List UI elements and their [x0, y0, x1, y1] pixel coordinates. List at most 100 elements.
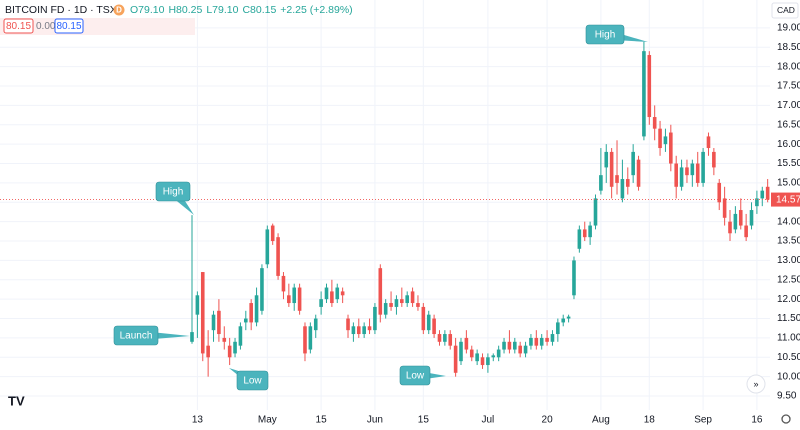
candle-body — [738, 210, 743, 226]
candle-body — [513, 341, 517, 350]
x-tick-label: 15 — [316, 415, 328, 426]
candle-body — [518, 345, 522, 354]
candle-body — [200, 272, 205, 354]
candle-body — [265, 229, 270, 265]
scroll-button[interactable] — [746, 374, 766, 394]
settings-icon[interactable] — [781, 414, 791, 424]
candle-body — [733, 213, 738, 230]
candle-body — [362, 326, 366, 335]
y-tick-label: 10.50 — [777, 352, 800, 363]
candle-body — [566, 316, 571, 319]
candle-body — [303, 326, 307, 354]
candle-body — [281, 275, 286, 292]
candle-body — [572, 260, 576, 296]
x-tick-label: Aug — [592, 415, 610, 426]
candle-body — [599, 175, 603, 191]
candle-body — [556, 322, 560, 335]
logo: TV — [8, 393, 25, 408]
candle-body — [346, 318, 350, 331]
candle-body — [475, 353, 479, 362]
candle-body — [480, 357, 485, 366]
annotation-box — [585, 24, 625, 45]
y-tick-label: 13.00 — [777, 255, 800, 266]
currency[interactable]: CAD — [777, 5, 795, 15]
candle-body — [432, 318, 436, 335]
candle-body — [582, 229, 587, 238]
candle-body — [695, 163, 700, 183]
candle-body — [728, 221, 732, 234]
candle-body — [443, 334, 447, 342]
y-tick-label: 16.00 — [777, 139, 800, 150]
price-spread: 0.00 — [36, 21, 56, 32]
candle-body — [620, 179, 625, 199]
y-tick-label: 15.50 — [777, 158, 800, 169]
candle-body — [340, 291, 345, 296]
annotation-label: High — [163, 187, 184, 198]
x-tick-label: Sep — [694, 415, 712, 426]
candle-body — [389, 303, 393, 307]
candle-body — [448, 334, 453, 346]
candle-body — [249, 303, 253, 323]
currency-button[interactable] — [771, 2, 799, 19]
candle-body — [287, 295, 291, 304]
candle-body — [206, 345, 210, 358]
candle-body — [674, 163, 678, 187]
last-price-label: 14.57 — [776, 195, 800, 206]
x-tick-label: Jul — [482, 415, 495, 426]
candle-body — [658, 128, 662, 149]
candle-body — [669, 132, 673, 164]
candle-body — [292, 287, 297, 304]
last-price-box — [771, 192, 800, 207]
ohlc-value: L79.10 — [206, 4, 238, 16]
y-tick-label: 18.50 — [777, 42, 800, 53]
price-box — [54, 18, 84, 34]
candle-body — [685, 167, 689, 176]
candle-body — [217, 310, 221, 335]
x-tick-label: Jun — [367, 415, 383, 426]
price-box-text: 80.15 — [6, 21, 31, 32]
y-tick-label: 19.00 — [777, 23, 800, 34]
candle-body — [663, 136, 668, 145]
candle-body — [426, 314, 431, 331]
candle-body — [254, 295, 259, 323]
annotation-box — [113, 325, 159, 346]
candle-body — [744, 225, 748, 238]
candle-body — [529, 337, 533, 346]
candle-body — [631, 151, 635, 176]
ohlc-value: H80.25 — [168, 4, 202, 16]
ohlc-value: O79.10 — [130, 4, 165, 16]
chart-title: BITCOIN FD · 1D · TSX — [5, 4, 117, 16]
candle-body — [625, 179, 630, 187]
candle-body — [222, 337, 227, 342]
y-tick-label: 9.50 — [777, 391, 797, 402]
candle-body — [561, 318, 566, 323]
annotation-label: Launch — [120, 331, 153, 342]
candle-body — [319, 299, 323, 307]
y-tick-label: 15.00 — [777, 178, 800, 189]
annotation-label: Low — [406, 371, 425, 382]
candle-body — [701, 151, 705, 183]
candle-body — [507, 341, 512, 350]
candle-body — [453, 345, 458, 373]
x-tick-label: 15 — [418, 415, 430, 426]
candle-body — [400, 299, 404, 304]
candle-body — [421, 306, 426, 331]
candle-body — [260, 268, 264, 311]
candle-body — [313, 318, 318, 331]
candle-body — [405, 295, 409, 304]
header-band — [0, 18, 195, 35]
candle-body — [469, 349, 474, 358]
badge: D — [116, 6, 122, 15]
candle-body — [679, 167, 684, 187]
candle-body — [324, 287, 329, 300]
x-tick-label: 20 — [542, 415, 554, 426]
scroll-icon[interactable]: » — [753, 379, 758, 389]
candle-body — [437, 334, 442, 342]
candle-body — [410, 291, 415, 304]
candle-body — [615, 175, 619, 183]
candle-body — [244, 318, 248, 323]
x-tick-label: 16 — [751, 415, 763, 426]
y-tick-label: 12.50 — [777, 274, 800, 285]
candle-body — [491, 355, 496, 358]
candle-body — [195, 295, 200, 315]
